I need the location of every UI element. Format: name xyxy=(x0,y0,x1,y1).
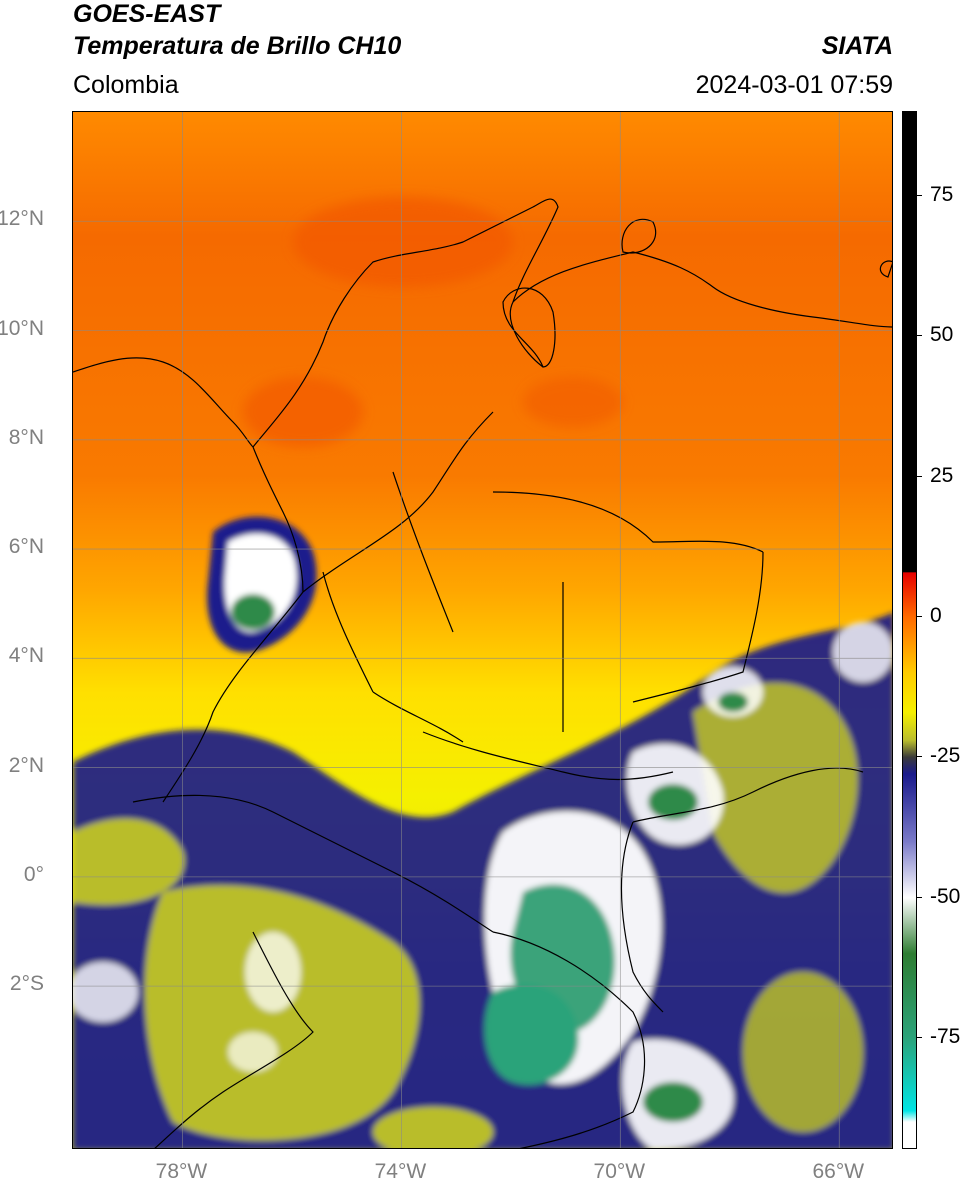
lon-tick-label: 74°W xyxy=(374,1160,427,1183)
timestamp-label: 2024-03-01 07:59 xyxy=(695,71,893,99)
gridlines xyxy=(73,112,892,1148)
lat-tick-label: 12°N xyxy=(0,207,44,231)
colorbar-tick-label: -75 xyxy=(930,1024,961,1048)
colorbar-tick-label: 25 xyxy=(930,463,954,487)
colorbar-tick-label: 75 xyxy=(930,183,954,207)
colorbar-tick xyxy=(917,335,922,337)
brand-block: SIATA 2024-03-01 07:59 xyxy=(696,30,893,102)
warm-core-patches xyxy=(243,197,623,447)
colorbar-tick-label: 50 xyxy=(930,323,954,347)
colorbar-tick xyxy=(917,475,922,477)
colorbar-tick xyxy=(917,195,922,197)
colorbar-tick xyxy=(917,615,922,617)
lat-tick-label: 2°S xyxy=(9,972,44,996)
colorbar-tick xyxy=(917,896,922,898)
lat-tick-label: 4°N xyxy=(8,644,44,668)
lon-tick-label: 78°W xyxy=(155,1160,208,1183)
map-canvas xyxy=(73,112,892,1148)
colorbar-tick-label: -25 xyxy=(930,744,961,768)
lon-tick-label: 70°W xyxy=(593,1160,646,1183)
convective-clouds xyxy=(73,516,892,1148)
satellite-map[interactable] xyxy=(72,111,893,1149)
colorbar-tick-label: 0 xyxy=(930,603,942,627)
satellite-title: GOES-EAST xyxy=(73,0,221,28)
region-label: Colombia xyxy=(73,71,179,99)
colorbar-tick xyxy=(917,1036,922,1038)
title-block: GOES-EAST Temperatura de Brillo CH10 Col… xyxy=(73,0,401,102)
brand-label: SIATA xyxy=(821,32,893,60)
lon-tick-label: 66°W xyxy=(812,1160,865,1183)
colorbar-gradient xyxy=(903,112,916,1148)
colorbar xyxy=(902,111,917,1149)
lat-tick-label: 2°N xyxy=(8,753,44,777)
lat-tick-label: 8°N xyxy=(8,425,44,449)
colorbar-tick xyxy=(917,756,922,758)
lat-tick-label: 0° xyxy=(23,862,44,886)
lat-tick-label: 10°N xyxy=(0,316,44,340)
colorbar-tick-label: -50 xyxy=(930,884,961,908)
product-title: Temperatura de Brillo CH10 xyxy=(73,32,402,60)
lat-tick-label: 6°N xyxy=(8,535,44,559)
